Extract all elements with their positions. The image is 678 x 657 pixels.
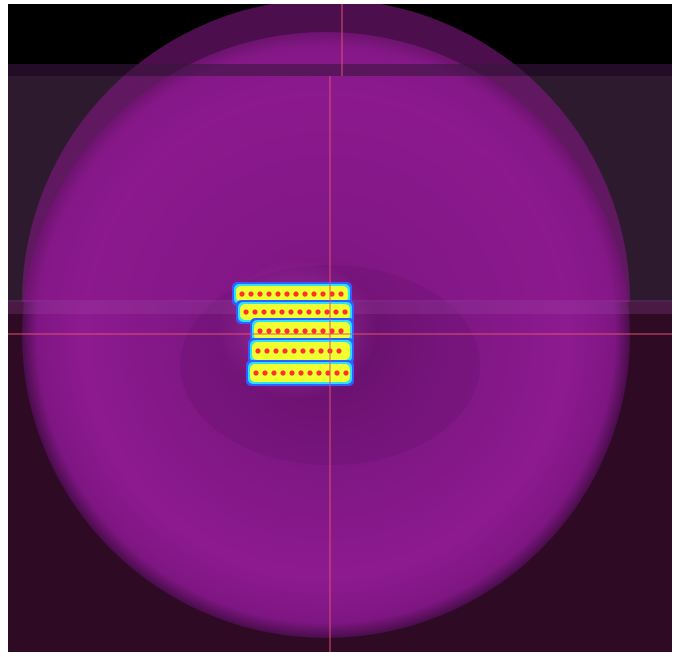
spot xyxy=(293,291,299,297)
spot xyxy=(309,348,315,354)
spot xyxy=(311,291,317,297)
spot xyxy=(257,291,263,297)
spot xyxy=(297,309,303,315)
spot xyxy=(270,309,276,315)
spot xyxy=(284,291,290,297)
disc-upper-half xyxy=(22,4,630,302)
spot xyxy=(253,370,259,376)
spot xyxy=(324,309,330,315)
spot xyxy=(338,291,344,297)
spot xyxy=(279,309,285,315)
spot xyxy=(333,309,339,315)
spot xyxy=(275,291,281,297)
spot xyxy=(243,309,249,315)
spot xyxy=(248,291,254,297)
scan-seam-top xyxy=(8,64,672,76)
spot xyxy=(266,291,272,297)
spot xyxy=(257,328,263,334)
spot xyxy=(264,348,270,354)
spot xyxy=(302,328,308,334)
spot xyxy=(266,328,272,334)
spot xyxy=(311,328,317,334)
spot xyxy=(343,370,349,376)
spot xyxy=(291,348,297,354)
spot xyxy=(336,348,342,354)
spot-array[interactable] xyxy=(232,282,354,386)
spot xyxy=(320,328,326,334)
spot xyxy=(338,328,344,334)
spot xyxy=(252,309,258,315)
spot xyxy=(329,291,335,297)
spot xyxy=(255,348,261,354)
spot xyxy=(298,370,304,376)
spot xyxy=(302,291,308,297)
spot xyxy=(262,370,268,376)
spot xyxy=(261,309,267,315)
spot xyxy=(284,328,290,334)
crosshair-icon[interactable] xyxy=(8,4,672,652)
spot xyxy=(239,291,245,297)
spot xyxy=(316,370,322,376)
spot xyxy=(342,309,348,315)
spot xyxy=(289,370,295,376)
spot xyxy=(329,328,335,334)
spot xyxy=(306,309,312,315)
spot xyxy=(293,328,299,334)
spot xyxy=(307,370,313,376)
spot xyxy=(288,309,294,315)
spot xyxy=(282,348,288,354)
spot xyxy=(275,328,281,334)
spot xyxy=(334,370,340,376)
spot-row-1 xyxy=(236,286,348,302)
spot xyxy=(300,348,306,354)
spot xyxy=(273,348,279,354)
spot-row-3 xyxy=(254,322,350,340)
spot xyxy=(325,370,331,376)
spot-row-2 xyxy=(240,304,350,320)
spot xyxy=(280,370,286,376)
spot xyxy=(271,370,277,376)
spot xyxy=(320,291,326,297)
spot xyxy=(318,348,324,354)
spot xyxy=(315,309,321,315)
